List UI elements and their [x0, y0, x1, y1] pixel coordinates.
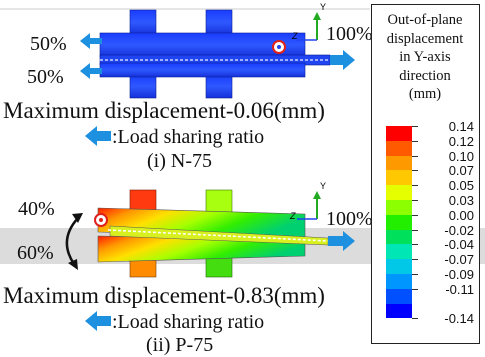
load-ratio-left-bottom: 50% [27, 66, 64, 88]
y-axis-label: Y [320, 181, 326, 191]
color-bar-segment [386, 200, 412, 215]
bolt-nut-bottom [205, 74, 233, 99]
color-bar-segment [386, 274, 412, 289]
color-bar-segment [386, 288, 412, 304]
bolt-head-top [129, 9, 157, 36]
z-axis-label: Z [289, 211, 296, 221]
model-caption: (i) N-75 [147, 150, 212, 172]
color-bar-value: -0.07 [444, 252, 474, 268]
model-caption: (ii) P-75 [146, 334, 214, 356]
color-bar-segment [386, 155, 412, 171]
load-ratio-left-top: 40% [18, 198, 55, 220]
color-bar-tick [412, 214, 418, 216]
color-bar-value: -0.02 [444, 222, 474, 238]
color-bar-tick [412, 288, 418, 290]
load-ratio-right: 100% [326, 208, 373, 230]
color-bar-tick [412, 200, 418, 201]
load-ratio-left-top: 50% [30, 33, 67, 55]
color-bar-segment [386, 185, 412, 200]
color-bar-segment [386, 303, 412, 319]
color-bar-value: -0.09 [444, 267, 474, 282]
z-axis-label: Z [291, 31, 298, 41]
color-bar-tick [412, 170, 418, 172]
color-bar-segment [386, 229, 412, 245]
color-bar-segment [386, 126, 412, 141]
bolt-nut-bottom [129, 74, 157, 99]
load-ratio-arrow-icon [85, 126, 111, 146]
color-bar-value: 0.10 [448, 148, 474, 164]
color-bar-value: 0.03 [448, 193, 474, 208]
load-arrow-left-top [80, 33, 102, 49]
color-bar-tick [412, 229, 418, 231]
color-bar-value: 0.12 [448, 133, 474, 149]
legend-title: Out-of-plane displacement in Y-axis dire… [386, 12, 464, 102]
color-bar-tick [412, 244, 418, 246]
model-p75 [65, 189, 355, 278]
color-bar-value: -0.14 [444, 311, 474, 327]
rotation-arrow [65, 217, 79, 265]
max-displacement-label: Maximum displacement-0.06(mm) [3, 98, 325, 123]
lower-plate [99, 62, 306, 78]
bolt-head-top [205, 9, 233, 36]
color-bar-value: 0.07 [448, 163, 474, 179]
color-bar-tick [412, 318, 418, 320]
color-bar-segment [386, 214, 412, 230]
upper-plate [99, 32, 306, 58]
color-bar-tick [412, 185, 418, 187]
load-ratio-arrow-icon [85, 311, 111, 331]
color-bar-segment [386, 244, 412, 260]
load-sharing-legend-text: :Load sharing ratio [112, 126, 265, 148]
color-bar-segment [386, 259, 412, 274]
load-ratio-left-bottom: 60% [17, 242, 54, 264]
color-bar-value: 0.14 [448, 119, 474, 134]
background-band [0, 8, 370, 10]
color-bar-value: 0.05 [448, 178, 474, 194]
load-arrow-left-bottom [80, 63, 102, 79]
load-arrow-right [328, 231, 355, 251]
color-bar-tick [412, 140, 418, 142]
load-sharing-legend-text: :Load sharing ratio [112, 311, 265, 333]
color-bar-tick [412, 155, 418, 157]
color-bar-value: 0.00 [448, 207, 474, 223]
color-bar-segment [386, 170, 412, 186]
color-bar-tick [412, 126, 418, 127]
displacement-color-legend: Out-of-plane displacement in Y-axis dire… [371, 4, 480, 344]
max-displacement-label: Maximum displacement-0.83(mm) [3, 283, 325, 308]
color-bar-tick [412, 274, 418, 275]
mesh-centerline [107, 229, 329, 242]
color-bar-value: -0.11 [445, 281, 474, 297]
y-axis-label: Y [320, 2, 326, 12]
color-bar-value: -0.04 [444, 237, 474, 253]
color-bar-segment [386, 140, 412, 156]
load-ratio-right: 100% [326, 23, 373, 45]
load-arrow-right [330, 50, 355, 70]
color-bar-tick [412, 259, 418, 261]
model-n75 [80, 9, 355, 99]
